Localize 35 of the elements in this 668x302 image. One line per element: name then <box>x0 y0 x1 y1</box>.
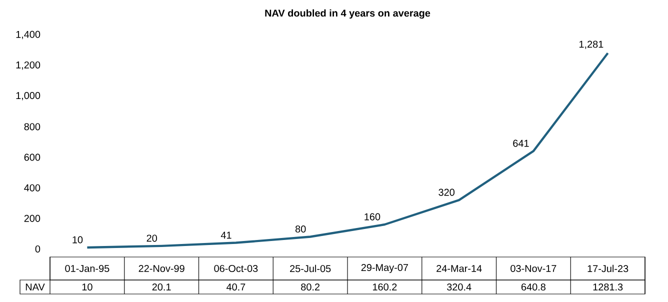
x-tick-label: 22-Nov-99 <box>138 264 184 272</box>
x-tick-label: 17-Jul-23 <box>588 264 628 272</box>
annotation: 641 <box>513 140 529 147</box>
data-label: 80.2 <box>301 283 320 291</box>
data-label: 320.4 <box>446 283 472 291</box>
data-label: 1281.3 <box>593 283 623 291</box>
line-series <box>86 52 609 249</box>
data-label: 10 <box>82 283 92 291</box>
data-label: 160.2 <box>372 283 397 291</box>
x-tick-label: 01-Jan-95 <box>65 264 110 272</box>
annotation: 20 <box>146 234 157 242</box>
annotation: 80 <box>295 226 306 233</box>
y-tick-label: 1,200 <box>16 61 40 70</box>
y-tick-label: 200 <box>24 214 40 222</box>
x-tick-label: 06-Oct-03 <box>214 264 258 272</box>
x-tick-label: 29-May-07 <box>361 264 408 274</box>
x-tick-label: 24-Mar-14 <box>436 264 482 272</box>
y-tick-label: 1,400 <box>16 30 40 40</box>
annotation: 1,281 <box>579 40 604 49</box>
y-tick-label: 0 <box>35 245 40 253</box>
text: NAV <box>26 284 45 290</box>
x-tick-label: 25-Jul-05 <box>290 264 331 272</box>
annotation: 41 <box>220 232 232 239</box>
chart-title: NAV doubled in 4 years on average <box>265 9 430 19</box>
annotation: 320 <box>438 188 454 196</box>
y-tick-label: 400 <box>24 184 40 192</box>
y-tick-label: 1,000 <box>16 92 40 100</box>
y-tick-label: 800 <box>24 123 40 130</box>
y-tick-label: 600 <box>24 154 40 161</box>
annotation: 160 <box>364 213 380 220</box>
annotation: 10 <box>72 236 83 244</box>
data-label: 40.7 <box>226 283 246 291</box>
data-label: 20.1 <box>152 283 171 291</box>
x-tick-label: 03-Nov-17 <box>510 264 556 272</box>
data-label: 640.8 <box>521 283 546 291</box>
